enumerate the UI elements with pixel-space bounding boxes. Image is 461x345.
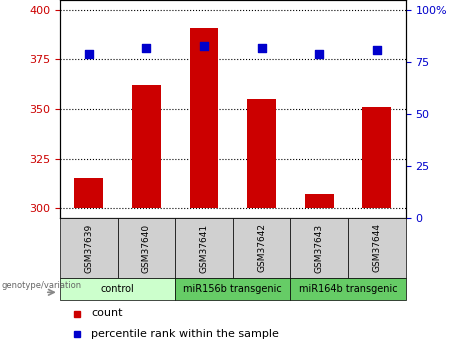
- Text: percentile rank within the sample: percentile rank within the sample: [91, 329, 279, 339]
- Bar: [60, 218, 118, 278]
- Text: genotype/variation: genotype/variation: [1, 281, 81, 290]
- Bar: [233, 218, 290, 278]
- Point: [258, 45, 266, 50]
- Text: miR156b transgenic: miR156b transgenic: [183, 284, 282, 294]
- Point: [85, 51, 92, 57]
- Bar: [348, 218, 406, 278]
- Text: GSM37639: GSM37639: [84, 223, 93, 273]
- Bar: [362, 107, 391, 208]
- Point: [200, 43, 207, 48]
- Point: [142, 45, 150, 50]
- Text: GSM37641: GSM37641: [200, 224, 208, 273]
- Text: GSM37640: GSM37640: [142, 224, 151, 273]
- Bar: [290, 278, 406, 300]
- Bar: [189, 28, 219, 208]
- Bar: [305, 194, 334, 208]
- Text: GSM37642: GSM37642: [257, 224, 266, 273]
- Point: [373, 47, 381, 52]
- Bar: [60, 278, 175, 300]
- Bar: [175, 278, 290, 300]
- Text: GSM37643: GSM37643: [315, 224, 324, 273]
- Bar: [247, 99, 276, 208]
- Text: control: control: [100, 284, 135, 294]
- Text: count: count: [91, 308, 123, 318]
- Bar: [132, 85, 161, 208]
- Text: miR164b transgenic: miR164b transgenic: [299, 284, 397, 294]
- Bar: [290, 218, 348, 278]
- Text: GSM37644: GSM37644: [372, 224, 381, 273]
- Point: [315, 51, 323, 57]
- Bar: [74, 178, 103, 208]
- Bar: [118, 218, 175, 278]
- Bar: [175, 218, 233, 278]
